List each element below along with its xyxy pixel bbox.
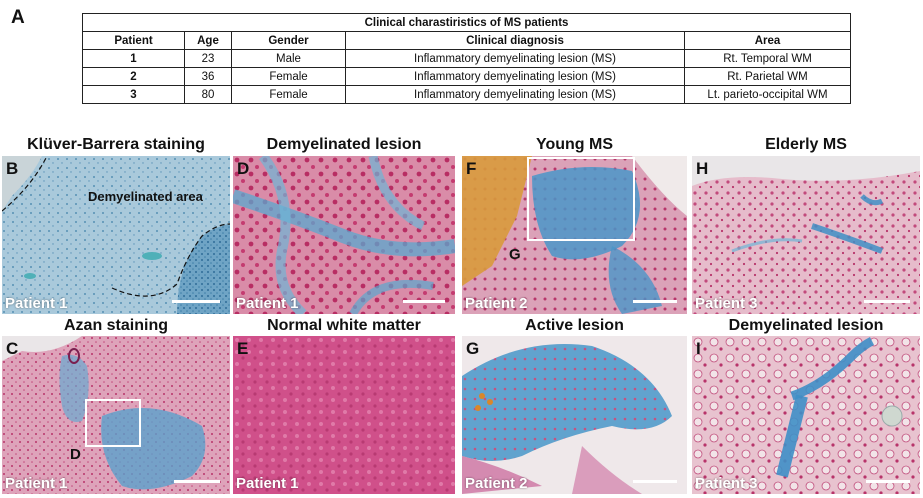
patient-label: Patient 3: [695, 475, 758, 492]
col-header: Age: [184, 31, 232, 50]
clinical-table: Clinical charastiristics of MS patients …: [82, 13, 851, 104]
cell: 1: [82, 49, 185, 68]
title-elderly-ms: Elderly MS: [765, 136, 847, 153]
cell: 80: [184, 85, 232, 104]
panel-letter-f: F: [466, 159, 477, 178]
demyelinated-area-label: Demyelinated area: [88, 189, 203, 204]
scale-bar: [864, 300, 910, 303]
table-header-row: Patient Age Gender Clinical diagnosis Ar…: [82, 31, 851, 50]
col-header: Clinical diagnosis: [345, 31, 685, 50]
table-caption: Clinical charastiristics of MS patients: [82, 13, 851, 32]
title-demyelinated-lesion: Demyelinated lesion: [266, 136, 422, 153]
micrograph-azan-staining: C D Patient 1: [2, 336, 230, 494]
inset-label-d: D: [70, 446, 81, 463]
cell: 36: [184, 67, 232, 86]
micrograph-demyelinated-lesion-elderly: I Patient 3: [692, 336, 920, 494]
title-demyelinated-lesion-elderly: Demyelinated lesion: [728, 317, 884, 334]
cell: Female: [231, 85, 346, 104]
panel-letter-i: I: [696, 339, 701, 358]
cell: 3: [82, 85, 185, 104]
micrograph-normal-white-matter: E Patient 1: [233, 336, 455, 494]
micrograph-demyelinated-lesion: D Patient 1: [233, 156, 455, 314]
cell: Inflammatory demyelinating lesion (MS): [345, 67, 685, 86]
title-kb-staining: Klüver-Barrera staining: [27, 136, 205, 153]
cell: Lt. parieto-occipital WM: [684, 85, 851, 104]
panel-letter-b: B: [6, 159, 19, 178]
patient-label: Patient 1: [236, 295, 299, 312]
cell: Rt. Parietal WM: [684, 67, 851, 86]
micrograph-kb-staining: B Demyelinated area Patient 1: [2, 156, 230, 314]
patient-label: Patient 2: [465, 295, 528, 312]
cell: Male: [231, 49, 346, 68]
patient-label: Patient 1: [5, 295, 68, 312]
scale-bar: [174, 480, 220, 483]
col-header: Gender: [231, 31, 346, 50]
inset-label-g: G: [509, 246, 521, 263]
scale-bar: [633, 480, 677, 483]
cell: Inflammatory demyelinating lesion (MS): [345, 49, 685, 68]
panel-letter-a: A: [11, 7, 25, 28]
patient-label: Patient 1: [5, 475, 68, 492]
title-normal-white-matter: Normal white matter: [267, 317, 421, 334]
scale-bar: [866, 480, 910, 483]
panel-letter-h: H: [696, 159, 709, 178]
micrograph-elderly-ms: H Patient 3: [692, 156, 920, 314]
col-header: Area: [684, 31, 851, 50]
title-young-ms: Young MS: [535, 136, 614, 153]
table-row: 1 23 Male Inflammatory demyelinating les…: [82, 49, 851, 68]
title-azan-staining: Azan staining: [63, 317, 168, 334]
cell: Inflammatory demyelinating lesion (MS): [345, 85, 685, 104]
col-header: Patient: [82, 31, 185, 50]
scale-bar: [403, 300, 445, 303]
patient-label: Patient 2: [465, 475, 528, 492]
cell: 23: [184, 49, 232, 68]
panel-letter-g: G: [466, 339, 480, 358]
table-row: 3 80 Female Inflammatory demyelinating l…: [82, 85, 851, 104]
cell: Rt. Temporal WM: [684, 49, 851, 68]
micrograph-young-ms: F G Patient 2: [462, 156, 687, 314]
panel-letter-d: D: [237, 159, 250, 178]
cell: 2: [82, 67, 185, 86]
table-row: 2 36 Female Inflammatory demyelinating l…: [82, 67, 851, 86]
patient-label: Patient 3: [695, 295, 758, 312]
title-active-lesion: Active lesion: [525, 317, 624, 334]
scale-bar: [172, 300, 220, 303]
scale-bar: [633, 300, 677, 303]
panel-letter-e: E: [237, 339, 249, 358]
micrograph-active-lesion: G Patient 2: [462, 336, 687, 494]
cell: Female: [231, 67, 346, 86]
panel-letter-c: C: [6, 339, 19, 358]
patient-label: Patient 1: [236, 475, 299, 492]
